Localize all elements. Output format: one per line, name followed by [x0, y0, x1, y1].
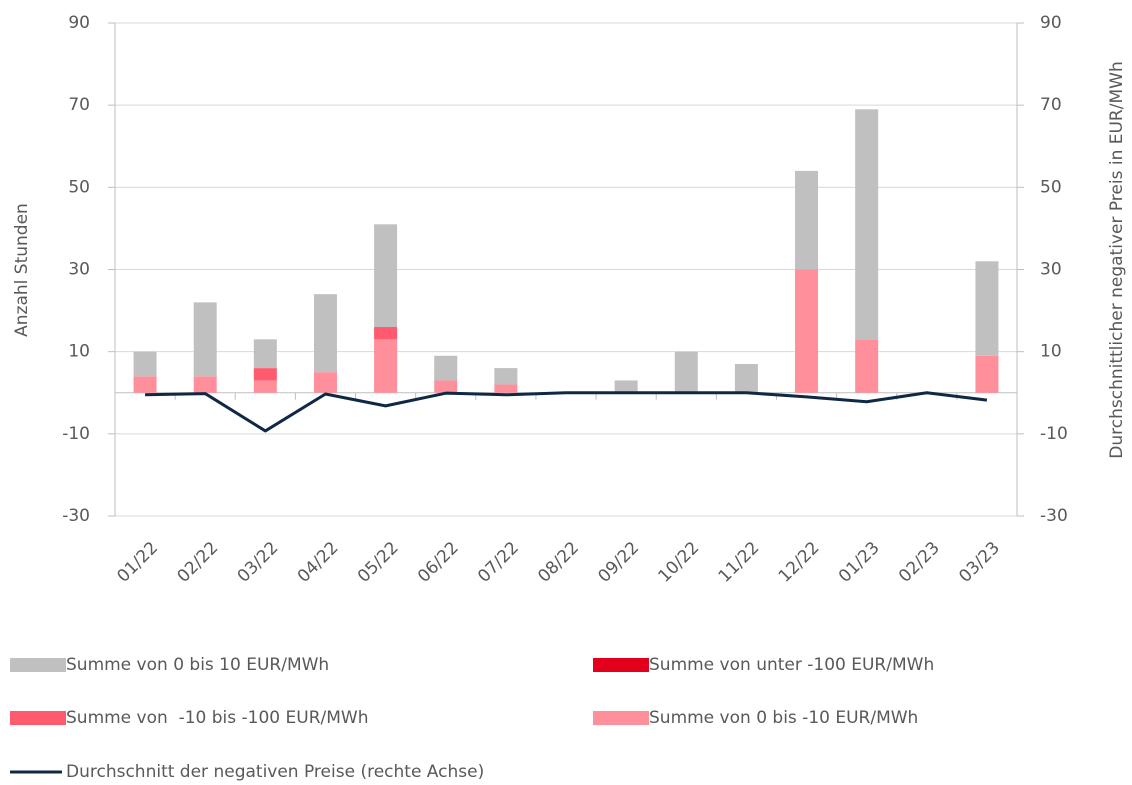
- y-tick-label: 50: [68, 177, 90, 197]
- bar-segment: [494, 368, 518, 385]
- x-tick-label: 05/22: [354, 538, 403, 587]
- y2-tick-label: -10: [1040, 424, 1068, 444]
- bar-segment: [734, 363, 758, 393]
- x-tick-label: 11/22: [715, 538, 764, 587]
- x-tick-label: 04/22: [294, 538, 343, 587]
- x-tick-label: 10/22: [655, 538, 704, 587]
- bar-segment: [133, 351, 157, 377]
- bar-segment: [253, 380, 277, 393]
- bar-segment: [494, 384, 518, 393]
- y2-tick-label: -30: [1040, 506, 1068, 526]
- legend-label: Summe von 0 bis 10 EUR/MWh: [66, 655, 329, 675]
- y2-tick-label: 30: [1040, 260, 1062, 280]
- x-tick-label: 07/22: [474, 538, 523, 587]
- legend-swatch: [593, 658, 649, 672]
- bar-segment: [374, 224, 398, 328]
- x-tick-label: 01/23: [835, 538, 884, 587]
- y-axis-label: Anzahl Stunden: [12, 203, 32, 337]
- bar-segment: [434, 380, 458, 393]
- y-tick-label: 70: [68, 95, 90, 115]
- bar-segment: [193, 376, 217, 393]
- legend-label: Durchschnitt der negativen Preise (recht…: [66, 762, 484, 782]
- bar-segment: [434, 355, 458, 381]
- y-tick-label: 10: [68, 342, 90, 362]
- y2-axis-label: Durchschnittlicher negativer Preis in EU…: [1107, 61, 1127, 458]
- legend-label: Summe von unter -100 EUR/MWh: [649, 655, 934, 675]
- bar-segment: [795, 170, 819, 270]
- bar-segment: [313, 372, 337, 393]
- y2-tick-label: 90: [1040, 13, 1062, 33]
- bar-segment: [374, 327, 398, 340]
- line: [145, 391, 988, 433]
- bar-segment: [795, 269, 819, 393]
- x-tick-label: 06/22: [414, 538, 463, 587]
- x-tick-label: 12/22: [775, 538, 824, 587]
- bar-segment: [253, 339, 277, 369]
- bar-segment: [855, 109, 879, 340]
- bar-segment: [975, 355, 999, 393]
- x-tick-label: 08/22: [534, 538, 583, 587]
- x-tick-label: 03/23: [955, 538, 1004, 587]
- x-tick-label: 02/22: [173, 538, 222, 587]
- y-tick-label: 30: [68, 260, 90, 280]
- y2-tick-label: 10: [1040, 342, 1062, 362]
- bar-segment: [855, 339, 879, 393]
- y-tick-label: -30: [62, 506, 90, 526]
- y-tick-label: 90: [68, 13, 90, 33]
- x-tick-label: 03/22: [234, 538, 283, 587]
- legend-label: Summe von -10 bis -100 EUR/MWh: [66, 708, 369, 728]
- legend-swatch: [10, 711, 66, 725]
- bar-segment: [674, 351, 698, 393]
- y-tick-label: -10: [62, 424, 90, 444]
- legend-swatch: [10, 658, 66, 672]
- bar-segment: [313, 294, 337, 373]
- bar-segment: [374, 339, 398, 393]
- bar-segment: [193, 302, 217, 377]
- bar-segment: [975, 261, 999, 356]
- y2-tick-label: 50: [1040, 177, 1062, 197]
- bar-segment: [614, 380, 638, 393]
- bar-segment: [253, 368, 277, 381]
- legend-swatch: [593, 711, 649, 725]
- legend-label: Summe von 0 bis -10 EUR/MWh: [649, 708, 918, 728]
- bar-segment: [133, 376, 157, 393]
- y2-tick-label: 70: [1040, 95, 1062, 115]
- x-tick-label: 01/22: [113, 538, 162, 587]
- x-tick-label: 09/22: [594, 538, 643, 587]
- x-tick-label: 02/23: [895, 538, 944, 587]
